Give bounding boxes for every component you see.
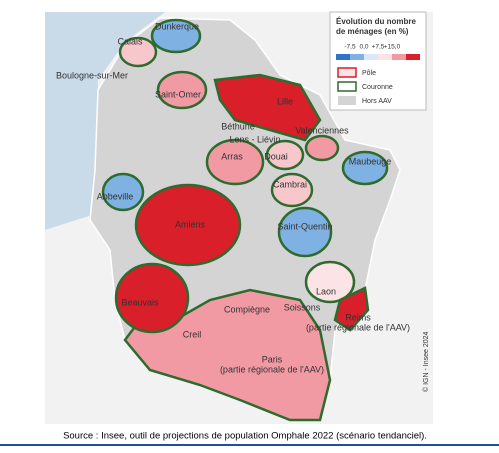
city-label: Arras [221, 151, 243, 161]
scale-label: 0,0 [359, 44, 368, 51]
swatch [378, 54, 392, 60]
copyright: © IGN - Insee 2024 [422, 331, 430, 392]
area [213, 73, 322, 142]
source: Source : Insee, outil de projections de … [63, 431, 427, 442]
area [101, 172, 145, 212]
scale-label: +15,0 [384, 44, 401, 51]
city-label: Calais [117, 36, 143, 46]
area [304, 260, 356, 304]
city-label: Douai [264, 151, 288, 161]
swatch [392, 54, 406, 60]
scale-label: -7,5 [344, 44, 356, 51]
city-label: Amiens [175, 219, 206, 229]
legend-item: Hors AAV [362, 98, 392, 105]
city-label: Beauvais [121, 297, 159, 307]
legend-item: Pôle [362, 70, 376, 77]
swatch [336, 54, 350, 60]
city-label: Boulogne-sur-Mer [56, 70, 128, 80]
city-label: Laon [316, 286, 336, 296]
city-label: Maubeuge [349, 156, 392, 166]
rule [0, 444, 499, 446]
area [270, 172, 314, 208]
legend-scale: -7,5 0,0 +7,5 +15,0 [336, 44, 420, 60]
area [304, 134, 340, 162]
area [205, 138, 265, 186]
city-label: Saint-Omer [155, 89, 201, 99]
areas [101, 18, 389, 422]
area [333, 286, 370, 332]
area [156, 70, 208, 110]
city-label: (partie régionale de l'AAV) [306, 322, 410, 332]
city-label: Reims [345, 312, 371, 322]
area [114, 262, 190, 334]
city-label: (partie régionale de l'AAV) [220, 364, 324, 374]
legend-item: Couronne [362, 84, 393, 91]
city-label: Béthune [221, 121, 255, 131]
city-label: Valenciennes [295, 125, 349, 135]
scale-label: +7,5 [372, 44, 385, 51]
legend-title: Évolution du nombre [336, 17, 417, 26]
area [118, 36, 158, 68]
city-label: Cambrai [273, 179, 307, 189]
city-label: Paris [262, 354, 283, 364]
legend-title: de ménages (en %) [336, 27, 409, 36]
area [265, 139, 305, 171]
city-label: Abbeville [97, 191, 134, 201]
city-label: Creil [183, 329, 202, 339]
swatch [350, 54, 364, 60]
swatch [364, 54, 378, 60]
swatch [338, 96, 356, 105]
area [277, 206, 333, 258]
city-label: Dunkerque [155, 21, 199, 31]
city-label: Soissons [284, 302, 321, 312]
swatch [337, 81, 357, 92]
legend-box [329, 11, 427, 111]
sea [45, 12, 165, 230]
city-label: Lens - Liévin [229, 134, 280, 144]
area [134, 183, 242, 267]
legend: Évolution du nombre de ménages (en %) -7… [329, 11, 427, 111]
swatch [406, 54, 420, 60]
swatch [337, 67, 357, 78]
city-labels: Dunkerque Calais Boulogne-sur-Mer Saint-Ome… [56, 21, 410, 374]
city-label: Compiègne [224, 304, 270, 314]
city-label: Lille [277, 96, 293, 106]
city-label: Saint-Quentin [277, 221, 332, 231]
area [150, 18, 202, 54]
area [341, 150, 389, 186]
